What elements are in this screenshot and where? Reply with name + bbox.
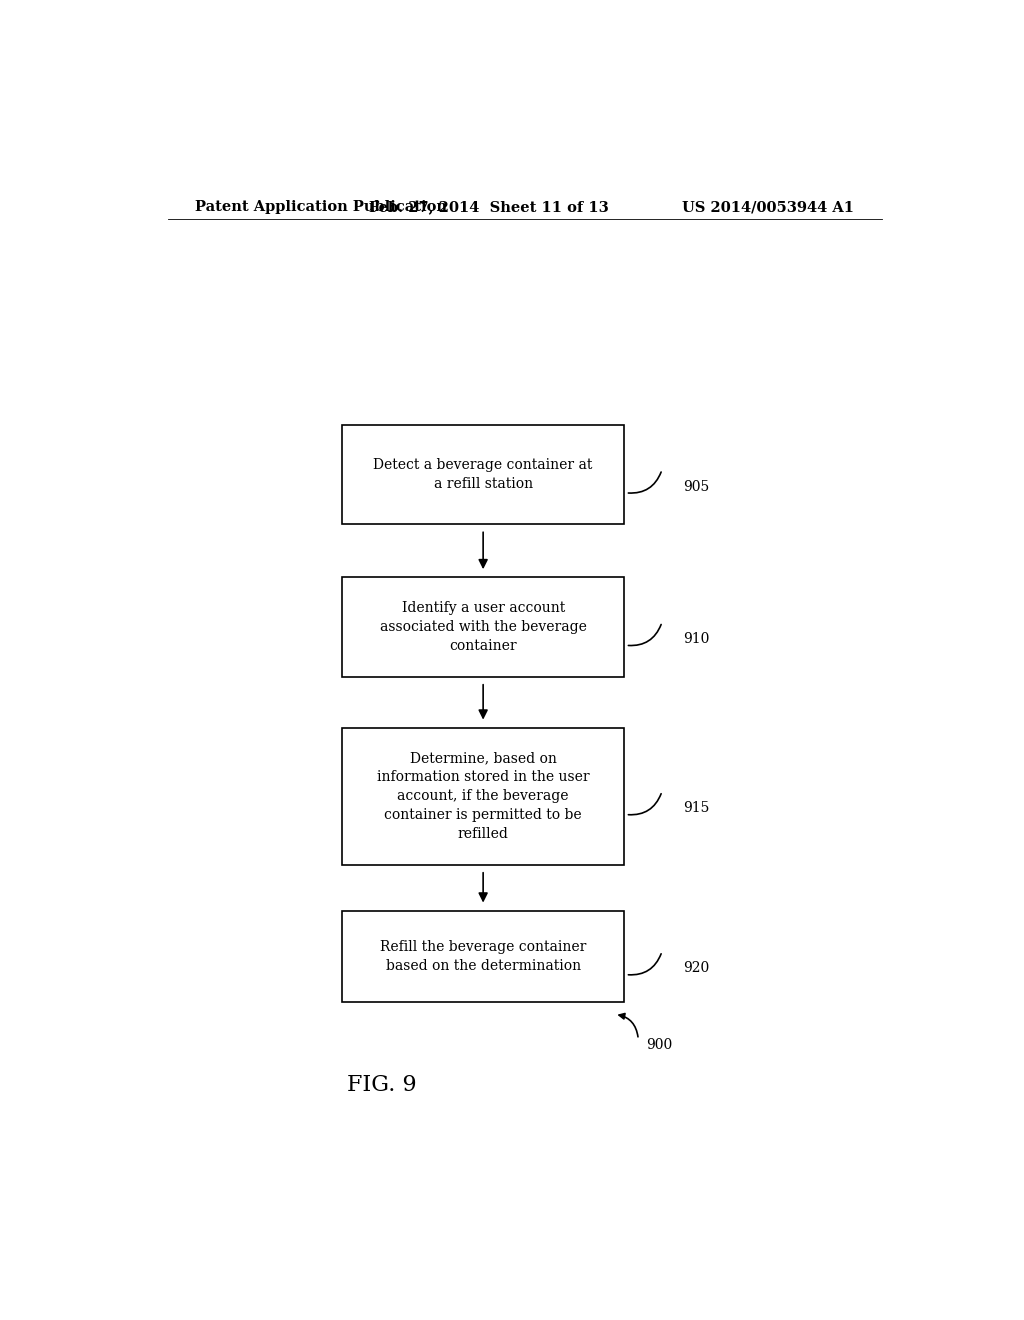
Text: 905: 905: [684, 479, 710, 494]
Bar: [342, 727, 624, 865]
Text: Patent Application Publication: Patent Application Publication: [196, 201, 447, 214]
Text: 910: 910: [684, 632, 710, 647]
Bar: [342, 425, 624, 524]
Text: Feb. 27, 2014  Sheet 11 of 13: Feb. 27, 2014 Sheet 11 of 13: [370, 201, 609, 214]
Text: 915: 915: [684, 801, 710, 816]
Text: Identify a user account
associated with the beverage
container: Identify a user account associated with …: [380, 601, 587, 653]
Text: 900: 900: [646, 1038, 673, 1052]
Bar: [342, 577, 624, 677]
Bar: [342, 911, 624, 1002]
Text: US 2014/0053944 A1: US 2014/0053944 A1: [682, 201, 854, 214]
Text: 920: 920: [684, 961, 710, 975]
Text: Determine, based on
information stored in the user
account, if the beverage
cont: Determine, based on information stored i…: [377, 751, 590, 841]
Text: FIG. 9: FIG. 9: [347, 1074, 417, 1097]
Text: Detect a beverage container at
a refill station: Detect a beverage container at a refill …: [374, 458, 593, 491]
Text: Refill the beverage container
based on the determination: Refill the beverage container based on t…: [380, 940, 587, 973]
